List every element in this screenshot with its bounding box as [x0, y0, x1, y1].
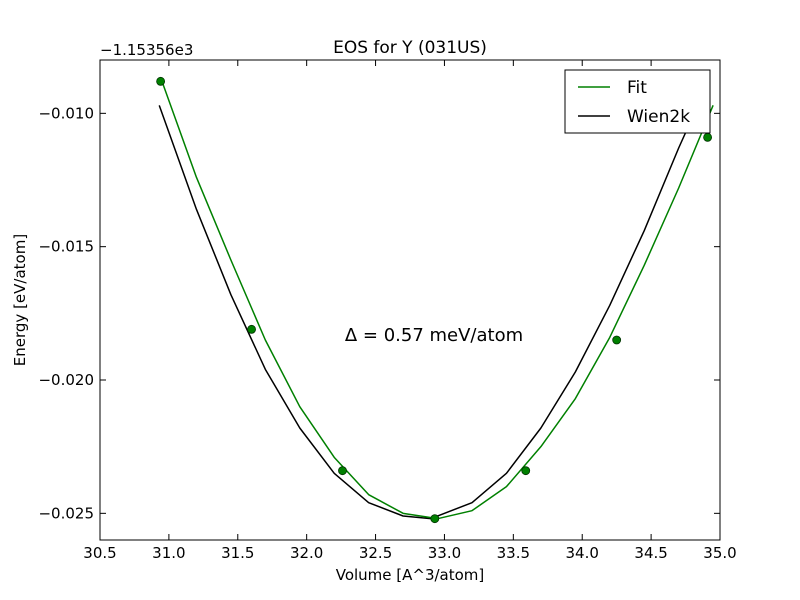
x-tick-label: 32.0 [290, 544, 323, 562]
delta-annotation: Δ = 0.57 meV/atom [345, 325, 523, 346]
y-tick-label: −0.010 [38, 104, 94, 122]
x-tick-label: 32.5 [359, 544, 392, 562]
fit-data-point [156, 76, 166, 86]
axes-frame [99, 59, 721, 541]
x-tick-label: 34.0 [566, 544, 599, 562]
fit-data-point [247, 324, 256, 334]
ticks-layer: 30.5 31.0 31.5 32.0 32.5 33.0 33.5 34.0 34.5 35.0… [38, 60, 737, 562]
series-layer [156, 76, 714, 524]
x-tick-label: 35.0 [703, 544, 736, 562]
x-tick-label: 31.5 [221, 544, 254, 562]
x-tick-label: 33.5 [497, 544, 530, 562]
x-tick-label: 30.5 [83, 544, 116, 562]
x-tick-label: 31.0 [152, 544, 185, 562]
y-tick-label: −0.025 [38, 504, 94, 522]
fit-data-point [703, 132, 712, 142]
x-tick-label: 33.0 [428, 544, 461, 562]
x-tick-label: 34.5 [634, 544, 667, 562]
y-tick-label: −0.015 [38, 238, 94, 256]
x-axis-label: Volume [A^3/atom] [336, 566, 485, 584]
y-axis-label: Energy [eV/atom] [11, 234, 29, 366]
fit-data-point [521, 466, 531, 476]
y-tick-label: −0.020 [38, 371, 94, 389]
legend-fit-label: Fit [627, 78, 647, 98]
chart-title: EOS for Y (031US) [333, 38, 487, 58]
fit-data-point [338, 466, 347, 476]
legend-box [564, 69, 711, 134]
fit-data-point [430, 514, 440, 524]
legend-wien2k-label: Wien2k [627, 107, 690, 127]
y-offset-label: −1.15356e3 [100, 41, 193, 59]
fit-data-point [612, 335, 622, 345]
legend: Fit Wien2k [564, 69, 711, 134]
plot-area [99, 59, 721, 541]
